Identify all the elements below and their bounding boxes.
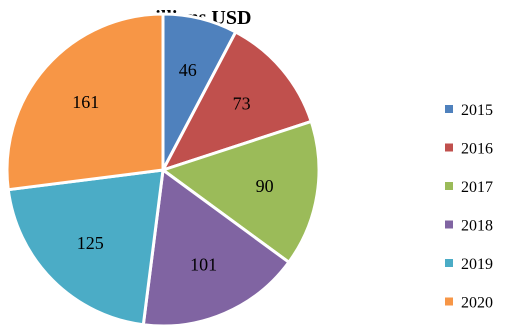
legend-swatch-2016 <box>445 143 453 152</box>
slice-labels: 46 73 90 101 125 161 <box>72 60 273 275</box>
slice-label-2018: 101 <box>190 255 217 275</box>
pie-slice-2019 <box>6 168 165 327</box>
legend-label-2017: 2017 <box>461 179 493 196</box>
legend-label-2019: 2019 <box>461 256 493 273</box>
slice-label-2017: 90 <box>256 176 274 196</box>
legend-label-2020: 2020 <box>461 295 493 312</box>
legend-label-2015: 2015 <box>461 102 493 119</box>
pie-slices <box>5 12 321 327</box>
legend-label-2016: 2016 <box>461 141 493 158</box>
legend-swatch-2019 <box>445 259 453 267</box>
pie-slice-2020 <box>5 12 165 192</box>
pie-slice-2018 <box>141 168 291 327</box>
legend-swatch-2015 <box>445 105 453 113</box>
pie-slice-2016 <box>161 30 313 172</box>
legend-swatch-2017 <box>445 182 453 190</box>
slice-label-2015: 46 <box>179 60 197 80</box>
slice-label-2019: 125 <box>77 233 104 253</box>
slice-label-2016: 73 <box>233 94 251 114</box>
pie-slice-2017 <box>161 119 321 264</box>
legend-swatch-2020 <box>445 297 453 306</box>
legend: 2015 2016 2017 2018 2019 2020 <box>445 102 493 312</box>
slice-label-2020: 161 <box>72 92 99 112</box>
legend-label-2018: 2018 <box>461 218 493 235</box>
legend-swatch-2018 <box>445 220 453 229</box>
